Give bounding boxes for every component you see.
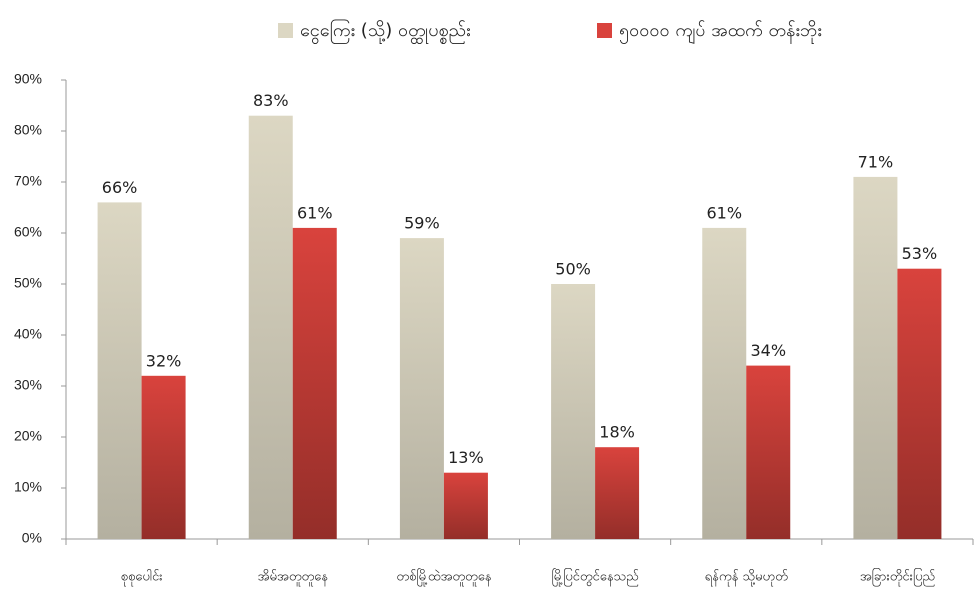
legend-swatch (597, 23, 612, 38)
bar (399, 238, 444, 539)
bar (551, 284, 596, 539)
y-tick-label: 0% (22, 530, 42, 546)
value-label: 61% (706, 203, 742, 222)
value-label: 18% (599, 423, 635, 442)
y-tick-label: 80% (14, 122, 42, 138)
bar (292, 227, 337, 539)
value-label: 13% (448, 448, 484, 467)
value-label: 53% (902, 244, 938, 263)
y-tick-label: 20% (14, 428, 42, 444)
legend-swatch (278, 23, 293, 38)
bar (443, 472, 488, 539)
value-label: 34% (750, 341, 786, 360)
y-tick-label: 40% (14, 326, 42, 342)
bar (248, 115, 293, 539)
y-tick-label: 10% (14, 479, 42, 495)
legend-label: ၅၀၀၀၀ ကျပ် အထက် တန်းဘိုး (619, 20, 822, 44)
x-tick-label: စုစုပေါင်း (121, 569, 163, 587)
y-tick-label: 50% (14, 275, 42, 291)
value-label: 59% (404, 214, 440, 233)
value-label: 32% (146, 351, 182, 370)
bar (595, 447, 640, 539)
bar (141, 375, 186, 539)
y-tick-label: 70% (14, 173, 42, 189)
value-label: 83% (253, 91, 289, 110)
bar (853, 176, 898, 539)
bar (702, 227, 747, 539)
bar (746, 365, 791, 539)
legend-label: ငွေကြေး (သို့) ဝတ္ထုပစ္စည်း (300, 19, 471, 44)
x-tick-label: မြို့ပြင်တွင်နေသည် (551, 568, 638, 587)
y-tick-label: 90% (14, 71, 42, 87)
bar (97, 202, 142, 539)
x-tick-label: တစ်မြို့ထဲအတူတူနေ (396, 568, 491, 587)
value-label: 71% (858, 152, 894, 171)
x-tick-label: အခြားတိုင်းပြည် (860, 568, 936, 587)
bar (897, 268, 942, 539)
y-tick-label: 30% (14, 377, 42, 393)
y-tick-label: 60% (14, 224, 42, 240)
value-label: 50% (555, 260, 591, 279)
value-label: 66% (102, 178, 138, 197)
x-tick-label: အိမ်အတူတူနေ (258, 569, 329, 587)
value-label: 61% (297, 203, 333, 222)
x-tick-label: ရန်ကုန် သို့မဟုတ် (705, 569, 788, 587)
